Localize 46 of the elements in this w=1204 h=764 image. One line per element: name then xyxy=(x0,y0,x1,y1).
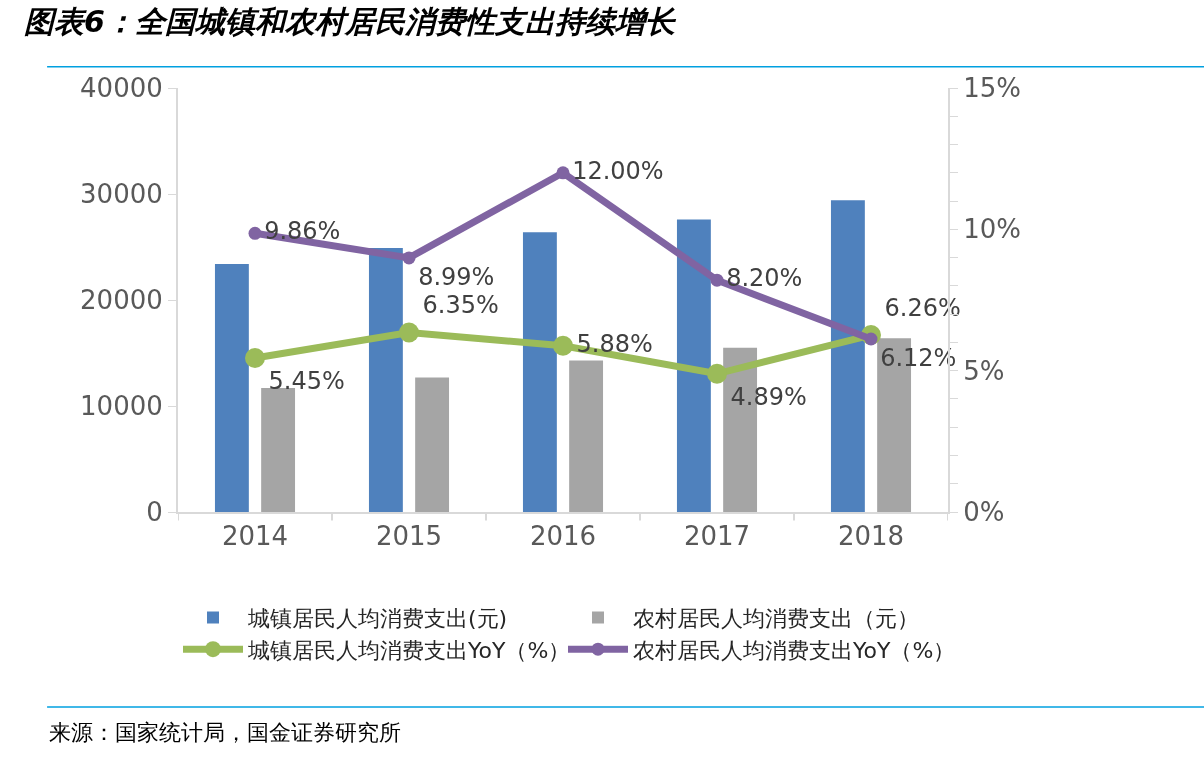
x-tick-label: 2017 xyxy=(683,521,751,552)
x-tick-label: 2018 xyxy=(837,521,905,552)
y-tick-label: 10000 xyxy=(80,391,163,422)
legend-label: 城镇居民人均消费支出(元) xyxy=(247,606,508,632)
point xyxy=(248,226,262,240)
point xyxy=(399,322,419,343)
legend-label: 农村居民人均消费支出（元） xyxy=(633,606,919,632)
bar xyxy=(830,200,865,512)
y-tick-label: 30000 xyxy=(80,179,163,210)
data-label: 6.26% xyxy=(884,293,961,322)
y2-tick-label: 15% xyxy=(963,73,1021,104)
bar xyxy=(569,360,604,512)
point xyxy=(553,335,573,356)
bar xyxy=(214,263,249,512)
point xyxy=(245,347,265,368)
bar xyxy=(522,232,557,512)
point xyxy=(556,166,570,180)
source-note: 来源：国家统计局，国金证券研究所 xyxy=(49,720,401,745)
bar xyxy=(368,248,403,512)
x-tick-label: 2014 xyxy=(221,521,289,552)
point xyxy=(710,273,724,287)
x-tick-label: 2016 xyxy=(529,521,597,552)
legend-label: 农村居民人均消费支出YoY（%） xyxy=(633,637,956,663)
legend-label: 城镇居民人均消费支出YoY（%） xyxy=(247,637,571,663)
bar xyxy=(415,377,450,512)
x-tick-label: 2015 xyxy=(375,521,443,552)
data-label: 5.45% xyxy=(268,367,345,396)
point xyxy=(707,363,727,384)
y2-tick-label: 0% xyxy=(963,497,1005,528)
data-label: 9.86% xyxy=(264,217,341,246)
chart-title: 图表6：全国城镇和农村居民消费性支出持续增长 xyxy=(24,4,677,40)
y-tick-label: 40000 xyxy=(80,73,163,104)
y2-tick-label: 10% xyxy=(963,214,1021,245)
point xyxy=(402,251,416,265)
y2-tick-label: 5% xyxy=(963,355,1005,386)
data-label: 6.12% xyxy=(880,344,957,373)
data-label: 8.99% xyxy=(418,263,495,292)
data-label: 6.35% xyxy=(422,291,499,320)
data-label: 5.88% xyxy=(576,329,653,358)
y-tick-label: 0 xyxy=(146,497,163,528)
data-label: 4.89% xyxy=(730,383,807,412)
data-label: 12.00% xyxy=(572,156,664,185)
bar xyxy=(676,219,711,512)
y-tick-label: 20000 xyxy=(80,285,163,316)
bar xyxy=(261,387,296,512)
data-label: 8.20% xyxy=(726,264,803,293)
